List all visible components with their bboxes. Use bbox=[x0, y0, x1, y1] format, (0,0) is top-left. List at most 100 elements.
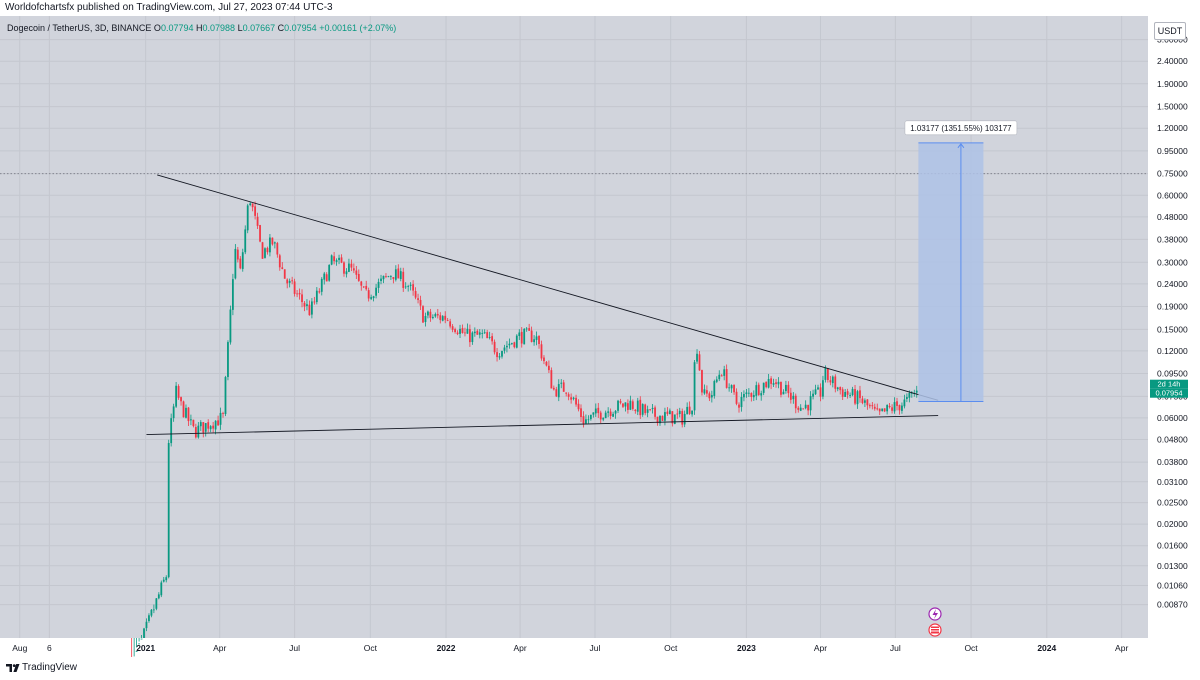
lightning-icon[interactable] bbox=[928, 607, 942, 621]
candle-58 bbox=[273, 241, 276, 249]
time-tick-label: Oct bbox=[364, 643, 378, 653]
flag-icon[interactable] bbox=[928, 623, 942, 637]
candle-136 bbox=[466, 323, 469, 334]
candle-233 bbox=[706, 385, 708, 397]
candle-body bbox=[893, 402, 896, 412]
candle-80 bbox=[328, 264, 331, 282]
currency-button[interactable]: USDT bbox=[1154, 22, 1186, 40]
time-tick-label: 2024 bbox=[1037, 643, 1056, 653]
candle-body bbox=[498, 356, 501, 358]
candle-body bbox=[444, 315, 447, 320]
time-tick-label: Oct bbox=[664, 643, 678, 653]
candle-104 bbox=[387, 275, 390, 278]
candle-body bbox=[224, 377, 227, 415]
candle-body bbox=[673, 414, 676, 425]
candle-198 bbox=[619, 398, 622, 405]
close-label: C bbox=[277, 23, 285, 33]
countdown-label: 2d 14h bbox=[1158, 380, 1181, 389]
candle-body bbox=[535, 336, 538, 340]
candle-87 bbox=[345, 268, 348, 278]
candle-body bbox=[278, 255, 281, 268]
candle-body bbox=[412, 284, 415, 291]
candle-293 bbox=[854, 384, 856, 406]
tradingview-brand[interactable]: TradingView bbox=[22, 662, 78, 673]
candle-173 bbox=[557, 379, 560, 402]
candle-body bbox=[515, 335, 518, 348]
candle-body bbox=[614, 410, 617, 414]
symbol-name[interactable]: Dogecoin / TetherUS, 3D, BINANCE bbox=[7, 23, 152, 33]
candle-257 bbox=[765, 381, 768, 389]
candle-212 bbox=[654, 405, 656, 420]
candle-body bbox=[868, 405, 871, 407]
candle-178 bbox=[570, 393, 573, 404]
candle-body bbox=[177, 386, 180, 398]
candle-186 bbox=[589, 414, 592, 421]
candle-34 bbox=[214, 420, 217, 435]
candle-20 bbox=[180, 396, 182, 406]
candle-278 bbox=[817, 384, 819, 390]
low-value: 0.07667 bbox=[242, 23, 276, 33]
candle-body bbox=[817, 387, 819, 390]
candle-1 bbox=[133, 638, 135, 657]
candle-body bbox=[194, 427, 197, 438]
price-tick-label: 0.15000 bbox=[1157, 324, 1188, 334]
candle-127 bbox=[444, 311, 447, 324]
candle-body bbox=[589, 414, 592, 420]
candle-body bbox=[259, 225, 261, 242]
candle-body bbox=[641, 404, 644, 415]
candle-body bbox=[762, 382, 765, 393]
candle-161 bbox=[528, 323, 531, 331]
candle-body bbox=[301, 294, 303, 303]
candle-body bbox=[582, 416, 585, 424]
candle-120 bbox=[427, 310, 429, 319]
candle-137 bbox=[468, 324, 471, 347]
candle-45 bbox=[241, 248, 244, 272]
candle-143 bbox=[483, 329, 486, 334]
candle-183 bbox=[582, 411, 585, 428]
candle-255 bbox=[760, 390, 763, 401]
candle-body bbox=[459, 328, 461, 334]
candle-body bbox=[335, 260, 338, 262]
candle-209 bbox=[646, 405, 649, 418]
candle-body bbox=[624, 402, 627, 407]
candle-103 bbox=[385, 273, 387, 279]
candle-207 bbox=[641, 403, 644, 417]
candle-192 bbox=[604, 410, 607, 419]
candle-146 bbox=[491, 333, 494, 345]
candle-body bbox=[710, 395, 713, 398]
candle-248 bbox=[743, 390, 745, 402]
candle-body bbox=[501, 350, 503, 357]
footer: TradingView bbox=[0, 657, 1200, 680]
candle-194 bbox=[609, 408, 612, 420]
trendlines[interactable] bbox=[146, 174, 939, 436]
candle-116 bbox=[417, 293, 419, 304]
candle-body bbox=[691, 410, 693, 415]
candle-225 bbox=[686, 402, 689, 415]
tradingview-logo-icon[interactable] bbox=[6, 663, 20, 673]
candle-body bbox=[471, 332, 474, 343]
time-axis[interactable]: Aug 6 2021 Apr Jul Oct 2022 Apr Jul Oct 2023 Apr Jul… bbox=[12, 643, 1128, 653]
candle-body bbox=[807, 404, 810, 411]
candle-91 bbox=[355, 265, 358, 279]
candle-body bbox=[138, 643, 140, 645]
candle-body bbox=[750, 393, 753, 397]
candle-90 bbox=[352, 263, 355, 274]
candle-272 bbox=[802, 408, 805, 410]
price-tick-label: 0.01060 bbox=[1157, 581, 1188, 591]
candle-body bbox=[197, 425, 200, 438]
candle-121 bbox=[429, 308, 432, 322]
candle-body bbox=[394, 269, 397, 280]
change-value: +0.00161 (+2.07%) bbox=[319, 23, 397, 33]
projection-box[interactable]: 1.03177 (1351.55%) 103177 bbox=[904, 120, 1018, 403]
time-tick-label: Aug bbox=[12, 643, 27, 653]
candle-274 bbox=[807, 404, 810, 416]
candle-94 bbox=[362, 286, 365, 289]
candle-35 bbox=[217, 415, 219, 426]
price-tick-label: 0.60000 bbox=[1157, 190, 1188, 200]
candle-275 bbox=[809, 391, 812, 416]
candle-body bbox=[283, 269, 286, 279]
candle-236 bbox=[713, 379, 716, 399]
price-chart[interactable]: 1.03177 (1351.55%) 103177 3.000002.40000… bbox=[0, 16, 1200, 657]
candle-82 bbox=[333, 251, 336, 265]
candle-body bbox=[229, 309, 232, 343]
